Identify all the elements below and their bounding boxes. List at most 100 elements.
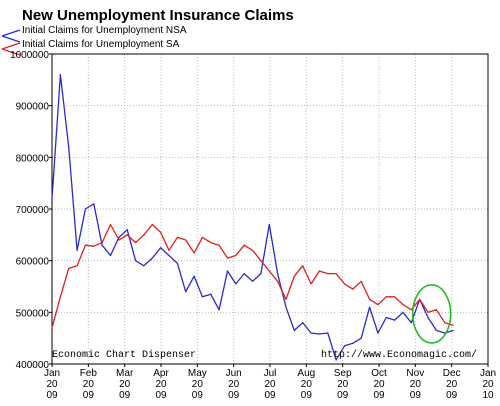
data-point-sa [101,241,103,244]
data-point-sa [118,239,120,241]
x-tick-label: 09 [446,390,458,401]
data-point-nsa [285,306,287,308]
x-tick-label: 09 [155,390,167,401]
y-tick-label: 800000 [16,153,50,164]
data-point-nsa [176,262,178,264]
x-tick-label: Jan [480,368,496,379]
data-point-nsa [260,272,262,275]
data-point-sa [452,324,454,326]
x-tick-label: 20 [410,379,422,390]
data-point-nsa [310,332,312,334]
x-tick-label: Sep [334,368,352,379]
data-point-nsa [385,316,387,319]
y-tick-label: 500000 [16,308,50,319]
y-tick-label: 700000 [16,205,50,216]
data-point-nsa [93,203,95,205]
data-point-nsa [160,247,162,249]
data-point-nsa [352,342,354,344]
data-point-sa [151,223,153,226]
x-tick-label: 20 [337,379,349,390]
data-point-sa [268,270,270,272]
data-point-nsa [226,270,229,272]
data-point-nsa [402,311,404,313]
data-point-sa [394,296,396,298]
data-point-sa [427,311,429,313]
data-point-nsa [201,296,204,298]
data-point-nsa [193,275,195,277]
data-point-nsa [277,272,279,275]
data-point-nsa [394,319,396,321]
data-point-sa [109,223,112,226]
highlight [411,284,452,344]
data-point-sa [277,280,279,282]
data-point-nsa [293,329,295,332]
data-point-nsa [143,265,145,267]
legend-swatch-nsa-arrow [1,35,21,43]
data-point-sa [193,252,195,254]
data-point-sa [51,327,53,329]
legend: Initial Claims for Unemployment NSA Init… [1,25,187,56]
data-point-nsa [118,236,120,239]
data-point-sa [243,244,245,246]
data-point-nsa [360,337,362,339]
x-tick-label: 09 [264,390,276,401]
x-tick-labels: Jan2009Feb2009Mar2009Apr2009May2009Jun20… [44,368,496,401]
chart-title: New Unemployment Insurance Claims [22,7,294,24]
x-tick-label: 20 [155,379,167,390]
data-point-nsa [84,208,87,210]
data-point-sa [210,241,212,244]
data-point-nsa [218,309,220,311]
x-tick-label: 09 [337,390,349,401]
data-point-sa [218,244,220,246]
data-point-sa [126,234,128,236]
data-point-nsa [109,254,112,257]
x-tick-label: 09 [373,390,385,401]
data-point-nsa [327,332,329,334]
legend-swatch-nsa [1,29,21,37]
x-tick-label: 20 [46,379,58,390]
data-point-nsa [243,272,245,275]
data-point-nsa [251,280,254,282]
x-tick-label: Oct [371,368,387,379]
data-point-nsa [335,359,337,361]
x-tick-label: Jan [44,368,60,379]
data-point-nsa [76,249,78,251]
x-tick-label: 20 [482,379,494,390]
y-tick-label: 600000 [16,257,50,268]
data-point-sa [343,283,346,285]
x-tick-label: 20 [192,379,204,390]
legend-label-nsa: Initial Claims for Unemployment NSA [22,25,187,36]
data-point-sa [377,303,379,306]
data-point-sa [251,249,254,251]
x-tick-label: Mar [116,368,134,379]
data-point-sa [76,265,78,267]
data-point-sa [143,234,145,236]
data-point-nsa [268,223,270,226]
x-tick-label: May [188,368,207,379]
data-point-sa [385,296,387,298]
data-point-sa [134,241,137,244]
data-point-sa [327,272,329,275]
x-tick-label: Jul [264,368,277,379]
data-point-nsa [377,332,379,334]
x-tick-label: 09 [83,390,95,401]
x-tick-label: 09 [410,390,422,401]
highlight-ellipse [411,284,452,344]
legend-label-sa: Initial Claims for Unemployment SA [22,39,180,50]
data-point-sa [360,280,362,282]
data-point-sa [168,249,170,251]
x-tick-label: 20 [228,379,240,390]
x-tick-label: Apr [153,368,169,379]
y-tick-label: 900000 [16,102,50,113]
x-tick-label: 20 [373,379,385,390]
data-point-sa [235,254,237,257]
data-point-sa [260,260,262,262]
x-tick-label: 10 [482,390,494,401]
x-tick-label: 09 [46,390,58,401]
x-tick-label: 09 [228,390,240,401]
data-point-sa [335,272,337,275]
data-point-sa [59,296,61,298]
caption-left: Economic Chart Dispenser [52,349,196,361]
x-tick-label: 20 [301,379,313,390]
